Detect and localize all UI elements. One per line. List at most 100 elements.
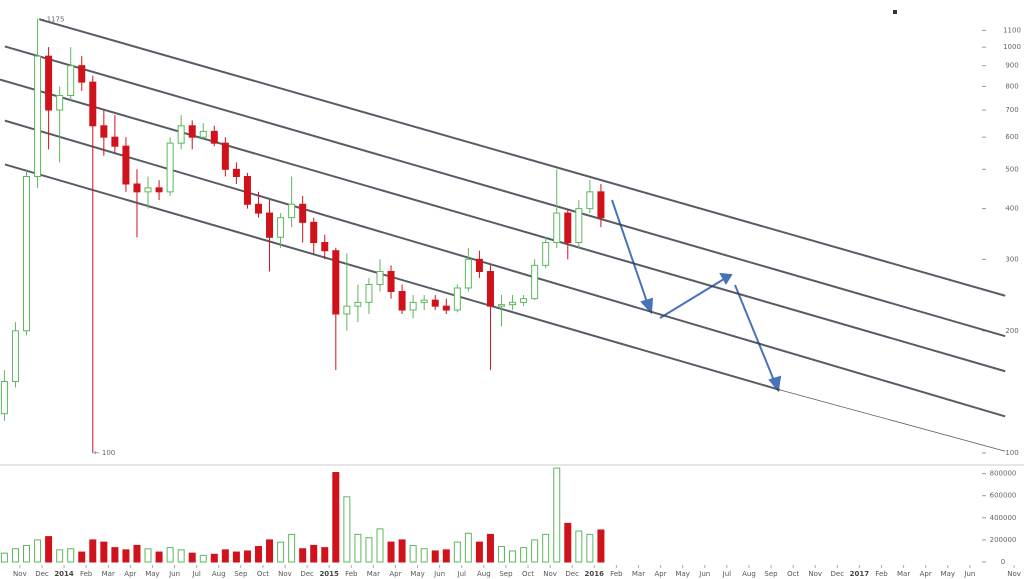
candle-body bbox=[542, 242, 550, 266]
volume-bar bbox=[343, 496, 351, 563]
arrow bbox=[734, 284, 776, 384]
volume-bar bbox=[199, 554, 207, 563]
volume-bar bbox=[387, 541, 395, 563]
volume-bar bbox=[509, 550, 517, 563]
arrow-head bbox=[768, 375, 782, 393]
x-tick-label: May bbox=[410, 570, 424, 578]
x-tick-label: Dec bbox=[300, 570, 314, 578]
volume-tick-label: 600000 bbox=[990, 492, 1017, 500]
x-tick-label: Sep bbox=[234, 570, 248, 578]
volume-bar bbox=[243, 550, 251, 563]
x-tick-label: Oct bbox=[257, 570, 269, 578]
volume-bar bbox=[78, 551, 86, 563]
y-tick-label: 1100 bbox=[1003, 26, 1021, 34]
candle-body bbox=[498, 304, 506, 307]
arrow bbox=[659, 278, 725, 319]
candle-body bbox=[398, 290, 406, 311]
x-tick-label: May bbox=[941, 570, 955, 578]
y-tick-label: 1000 bbox=[1003, 43, 1021, 51]
x-tick-label: Mar bbox=[632, 570, 645, 578]
x-tick-label: 2015 bbox=[319, 570, 339, 578]
volume-bar bbox=[100, 541, 108, 563]
candle-body bbox=[122, 145, 130, 185]
volume-tick-label: 200000 bbox=[990, 536, 1017, 544]
x-tick-label: Oct bbox=[787, 570, 799, 578]
y-tick-label: 200 bbox=[1005, 327, 1018, 335]
candle-body bbox=[354, 301, 362, 307]
volume-bar bbox=[177, 549, 185, 563]
y-tick-label: 300 bbox=[1005, 255, 1018, 263]
x-tick-label: Jul bbox=[457, 570, 467, 578]
x-tick-label: May bbox=[145, 570, 159, 578]
y-tick-label: 700 bbox=[1005, 106, 1018, 114]
candle-body bbox=[376, 270, 384, 286]
candle-body bbox=[199, 130, 207, 138]
x-tick-label: Oct bbox=[522, 570, 534, 578]
x-tick-label: Apr bbox=[124, 570, 136, 578]
volume-bar bbox=[376, 528, 384, 563]
candle-body bbox=[464, 258, 472, 289]
trend-line bbox=[779, 389, 1006, 452]
candle-body bbox=[520, 298, 528, 303]
volume-bar bbox=[575, 530, 583, 563]
volume-bar bbox=[122, 549, 130, 563]
x-tick-label: Apr bbox=[655, 570, 667, 578]
x-tick-label: Jun bbox=[963, 570, 975, 578]
x-tick-label: Feb bbox=[80, 570, 93, 578]
x-tick-label: Nov bbox=[543, 570, 557, 578]
y-tick-label: 100 bbox=[1005, 449, 1018, 457]
x-tick-label: Apr bbox=[389, 570, 401, 578]
volume-bar bbox=[542, 533, 550, 563]
volume-bar bbox=[431, 550, 439, 563]
candle-body bbox=[343, 305, 351, 315]
candle-body bbox=[486, 270, 494, 307]
volume-bar bbox=[310, 544, 318, 563]
x-tick-label: Dec bbox=[565, 570, 579, 578]
x-tick-label: Mar bbox=[897, 570, 910, 578]
candle-body bbox=[56, 95, 64, 111]
trend-line bbox=[4, 45, 1006, 338]
volume-bar bbox=[564, 522, 572, 563]
volume-bar bbox=[144, 548, 152, 563]
candle-body bbox=[365, 284, 373, 303]
candle-body bbox=[254, 203, 262, 214]
x-tick-label: Nov bbox=[13, 570, 27, 578]
candle-body bbox=[243, 175, 251, 205]
candle-body bbox=[232, 168, 240, 177]
volume-bar bbox=[266, 539, 274, 563]
x-tick-label: Jul bbox=[191, 570, 201, 578]
x-tick-label: Aug bbox=[477, 570, 491, 578]
candle-body bbox=[531, 264, 539, 300]
candle-body bbox=[431, 299, 439, 307]
x-tick-label: Feb bbox=[875, 570, 888, 578]
candle-body bbox=[321, 242, 329, 252]
volume-bar bbox=[354, 533, 362, 563]
arrow-head bbox=[719, 272, 733, 285]
volume-bar bbox=[475, 541, 483, 563]
volume-bar bbox=[520, 547, 528, 563]
volume-bar bbox=[597, 529, 605, 563]
x-tick-label: Sep bbox=[499, 570, 513, 578]
volume-bar bbox=[531, 539, 539, 563]
candle-body bbox=[0, 380, 8, 415]
volume-bar bbox=[299, 548, 307, 563]
y-tick-label: 800 bbox=[1005, 82, 1018, 90]
candle-body bbox=[266, 212, 274, 238]
x-tick-label: Nov bbox=[1007, 570, 1021, 578]
annotation: ← 1175 bbox=[39, 16, 65, 24]
volume-bar bbox=[166, 547, 174, 563]
volume-bar bbox=[442, 549, 450, 563]
y-tick-label: 400 bbox=[1005, 205, 1018, 213]
x-tick-label: May bbox=[675, 570, 689, 578]
annotation: ← 100 bbox=[94, 449, 115, 457]
candle-body bbox=[45, 55, 53, 111]
candle-body bbox=[23, 175, 31, 332]
candle-body bbox=[166, 142, 174, 193]
volume-bar bbox=[277, 541, 285, 563]
x-tick-label: 2017 bbox=[850, 570, 870, 578]
x-tick-label: Jul bbox=[722, 570, 732, 578]
volume-bar bbox=[321, 547, 329, 563]
volume-bar bbox=[111, 547, 119, 563]
volume-bar bbox=[155, 551, 163, 563]
